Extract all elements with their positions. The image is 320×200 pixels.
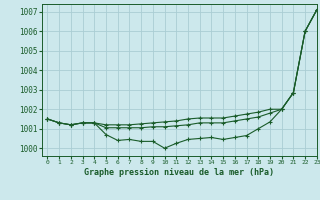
X-axis label: Graphe pression niveau de la mer (hPa): Graphe pression niveau de la mer (hPa): [84, 168, 274, 177]
